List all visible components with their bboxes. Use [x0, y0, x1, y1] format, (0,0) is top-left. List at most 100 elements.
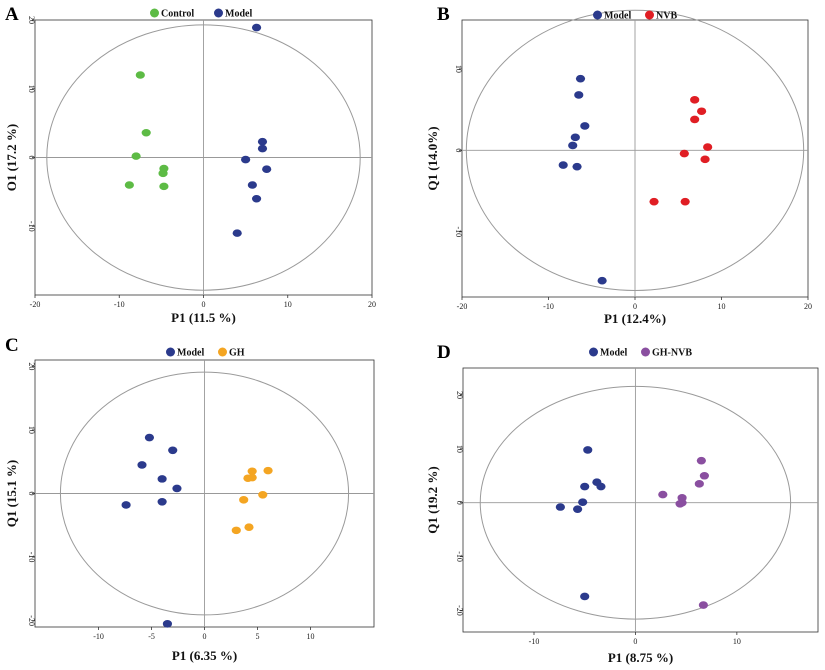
panel-a-ytick-label: 20: [27, 16, 36, 24]
panel-a-xlabel: P1 (11.5 %): [171, 310, 236, 325]
panel-d-legend: Model GH-NVB: [589, 347, 692, 359]
panel-c-letter: C: [5, 335, 19, 356]
panel-a-xtick-label: -20: [30, 300, 41, 309]
panel-b-point-model: [570, 133, 580, 142]
panel-d-ytick-label: 0: [455, 501, 464, 505]
panel-d-xtick-label: 0: [633, 637, 637, 646]
panel-a-point-model: [251, 23, 262, 32]
panel-a-point-control: [124, 181, 134, 189]
panel-d-ytick-label: 10: [455, 445, 464, 453]
panel-c-ellipse: [59, 371, 350, 616]
panel-a-ellipse: [46, 24, 361, 291]
panel-d-point-model: [578, 498, 588, 506]
panel-b-point-nvb: [697, 107, 707, 116]
panel-a-point-model: [241, 155, 251, 164]
panel-d-point-gh-nvb: [696, 456, 706, 465]
panel-d-legend-label: GH-NVB: [652, 348, 692, 359]
panel-d-point-gh-nvb: [658, 490, 668, 499]
panel-d: -10 0 10 20 10 0 -10 -20 P1 (8.75 %) Q1 (19.2 %) D…: [425, 342, 819, 665]
panel-c-xtick-label: 5: [255, 632, 259, 641]
panel-a-legend: Control Model: [150, 8, 252, 20]
panel-d-ellipse: [479, 385, 792, 620]
panel-b-ytick-label: -10: [454, 226, 463, 237]
panel-b-xtick-label: -10: [543, 302, 554, 311]
panel-c-xtick-label: -10: [93, 632, 104, 641]
panel-a-xtick-label: 0: [202, 300, 206, 309]
panel-c-point-gh: [247, 473, 257, 482]
panel-c-xtick-label: 0: [203, 632, 207, 641]
panel-b-letter: B: [437, 4, 450, 25]
panel-c-legend-marker: [166, 347, 175, 357]
panel-b-ellipse: [465, 9, 805, 291]
panel-a-ylabel: O1 (17.2 %): [4, 124, 19, 192]
panel-a-legend-marker: [214, 8, 223, 18]
panel-a-legend-label: Control: [161, 9, 194, 20]
panel-d-legend-marker: [641, 347, 650, 357]
panel-a-xtick-label: 10: [284, 300, 292, 309]
panel-a-point-control: [131, 152, 141, 160]
panel-a-point-model: [247, 181, 257, 189]
panel-d-ytick-label: -20: [455, 605, 464, 616]
panel-d-point-model: [573, 505, 583, 513]
panel-a-point-model: [257, 137, 268, 146]
panel-c-point-model: [121, 501, 131, 509]
panel-b-ytick-label: 0: [454, 148, 463, 152]
panel-c-point-model: [157, 475, 167, 483]
panel-b-point-model: [597, 276, 607, 285]
panel-a-point-model: [257, 144, 268, 153]
panel-a-ytick-label: 10: [27, 85, 36, 93]
panel-c-point-gh: [263, 466, 273, 475]
panel-c-ytick-label: -20: [27, 615, 36, 626]
panel-a-xtick-label: 20: [368, 300, 376, 309]
panel-a-point-model: [251, 194, 262, 203]
panel-c-ytick-label: -10: [27, 552, 36, 563]
panel-b-legend-label: Model: [604, 11, 631, 22]
panel-c-ylabel: Q1 (15.1 %): [4, 460, 19, 528]
panel-c-point-model: [168, 446, 178, 455]
panel-c-point-gh: [244, 523, 254, 531]
panel-b-xtick-label: 0: [633, 302, 637, 311]
panel-c-ytick-label: 20: [27, 362, 36, 370]
panel-b-point-model: [574, 91, 584, 99]
panel-d-ytick-label: 20: [455, 391, 464, 399]
panel-d-frame: [462, 367, 819, 633]
panel-d-legend-marker: [589, 347, 598, 357]
panel-d-point-model: [583, 446, 593, 454]
panel-b-point-model: [575, 74, 586, 83]
panel-b-legend-marker: [645, 10, 654, 20]
panel-c-legend-label: Model: [177, 348, 204, 359]
panel-b-ylabel: Q1 (14.0%): [425, 126, 440, 190]
panel-b-xtick-label: 20: [804, 302, 812, 311]
panel-c-point-model: [137, 461, 147, 469]
panel-d-point-gh-nvb: [698, 601, 708, 609]
panel-c-point-model: [144, 433, 155, 442]
panel-b-legend-marker: [593, 10, 602, 20]
panel-d-xtick-label: -10: [529, 637, 540, 646]
panel-d-point-gh-nvb: [675, 499, 685, 508]
panel-b-legend: Model NVB: [593, 10, 677, 22]
panel-d-legend-label: Model: [600, 348, 627, 359]
panel-c-ytick-label: 0: [27, 492, 36, 496]
panel-b-point-model: [572, 162, 582, 171]
panel-c-legend-label: GH: [229, 348, 245, 359]
panel-b-point-nvb: [700, 155, 710, 164]
panel-a-legend-label: Model: [225, 9, 252, 20]
panel-c-point-gh: [258, 490, 268, 499]
panel-a-point-control: [135, 71, 145, 79]
panel-a-point-control: [159, 182, 169, 191]
panel-c-ytick-label: 10: [27, 426, 36, 434]
panel-d-ytick-label: -10: [455, 551, 464, 562]
panel-c-legend-marker: [218, 347, 227, 357]
panel-b-point-nvb: [680, 197, 690, 206]
panel-b-xtick-label: 10: [718, 302, 726, 311]
panel-a-point-control: [141, 128, 151, 137]
panel-b-point-nvb: [703, 143, 713, 151]
panel-d-point-model: [580, 482, 590, 491]
panel-c-legend: Model GH: [166, 347, 245, 359]
panel-d-xlabel: P1 (8.75 %): [608, 650, 673, 665]
panel-c-point-model: [162, 620, 173, 628]
panel-b-legend-label: NVB: [656, 11, 677, 22]
panel-b-point-model: [568, 141, 578, 150]
panel-d-ylabel: Q1 (19.2 %): [425, 466, 440, 534]
